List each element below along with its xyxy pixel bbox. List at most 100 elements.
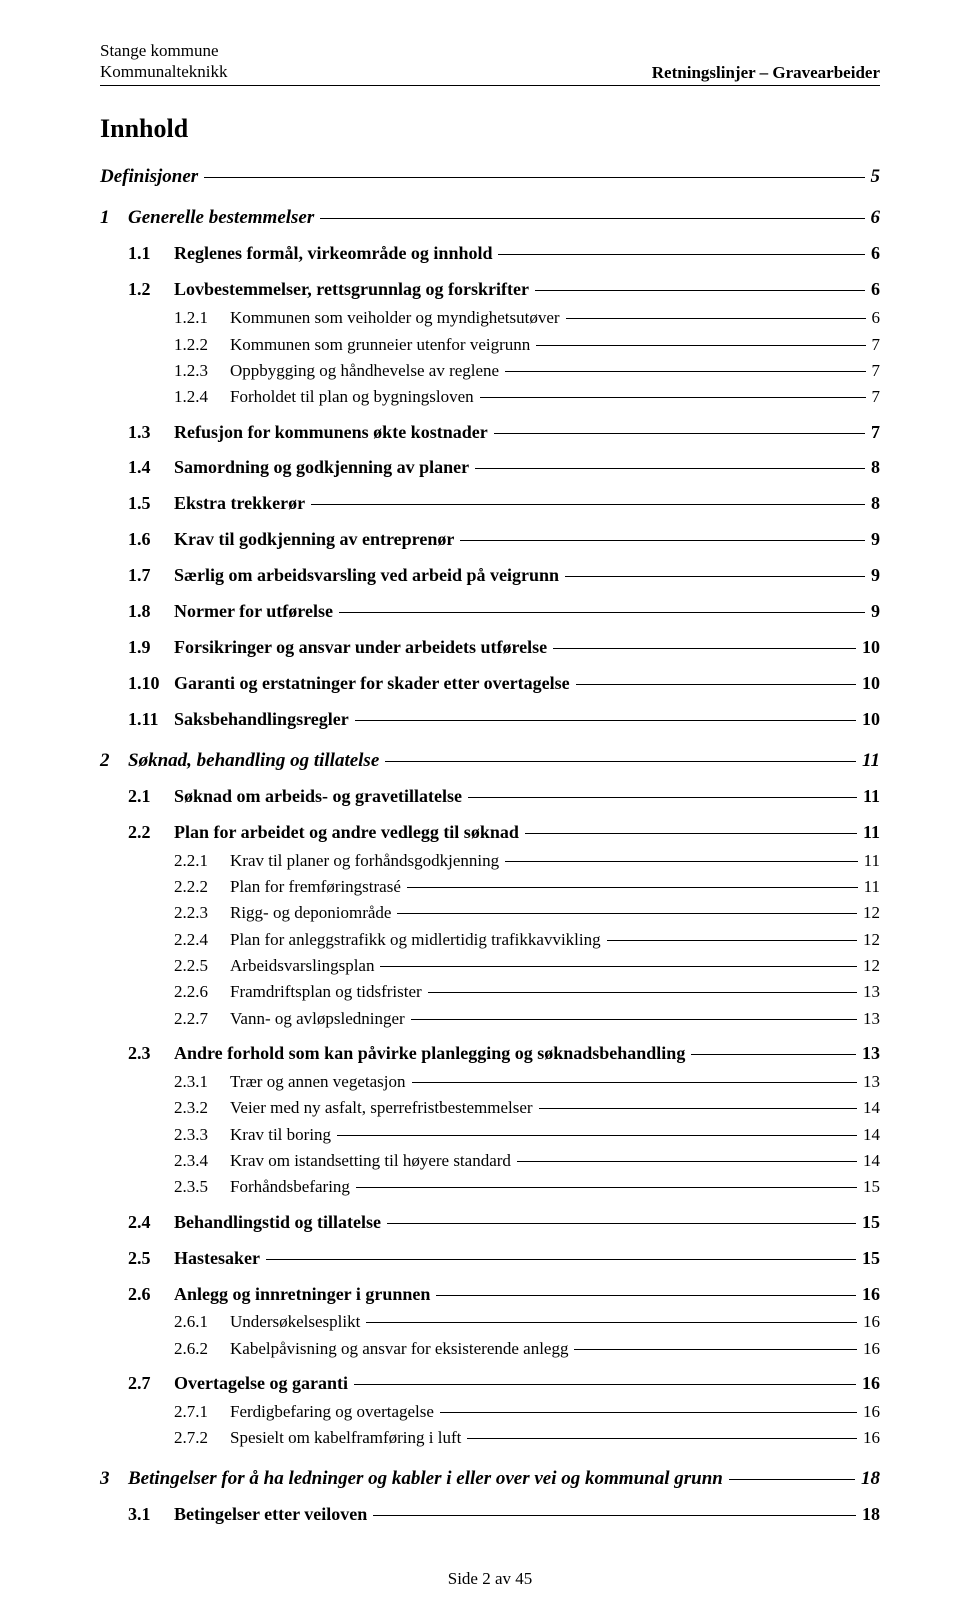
- toc-entry: 2.2Plan for arbeidet og andre vedlegg ti…: [100, 819, 880, 847]
- toc-leader-line: [337, 1135, 857, 1136]
- toc-entry-page: 14: [859, 1122, 880, 1148]
- toc-entry-text: Plan for arbeidet og andre vedlegg til s…: [174, 819, 523, 847]
- toc-entry-text: Veier med ny asfalt, sperrefristbestemme…: [230, 1095, 537, 1121]
- toc-entry-text: Anlegg og innretninger i grunnen: [174, 1281, 434, 1309]
- toc-entry: 1.2.4Forholdet til plan og bygningsloven…: [100, 384, 880, 410]
- toc-entry-number: 1.10: [128, 670, 174, 698]
- toc-leader-line: [387, 1223, 856, 1224]
- toc-entry-number: 2.4: [128, 1209, 174, 1237]
- toc-leader-line: [565, 576, 865, 577]
- toc-entry-page: 6: [867, 203, 881, 232]
- toc-entry-page: 18: [857, 1464, 880, 1493]
- toc-leader-line: [311, 504, 865, 505]
- toc-entry-text: Krav til planer og forhåndsgodkjenning: [230, 848, 503, 874]
- toc-entry: 1.8Normer for utførelse9: [100, 598, 880, 626]
- toc-entry-number: 2.3.3: [174, 1122, 230, 1148]
- toc-entry-page: 16: [858, 1281, 880, 1309]
- toc-entry-page: 6: [868, 305, 881, 331]
- toc-entry: 2.2.5Arbeidsvarslingsplan12: [100, 953, 880, 979]
- toc-leader-line: [576, 684, 856, 685]
- toc-entry: 1.2.1Kommunen som veiholder og myndighet…: [100, 305, 880, 331]
- toc-entry: 1.2.3Oppbygging og håndhevelse av reglen…: [100, 358, 880, 384]
- toc-entry-number: 2.6.2: [174, 1336, 230, 1362]
- toc-entry-text: Saksbehandlingsregler: [174, 706, 353, 734]
- toc-entry-number: 1.2.3: [174, 358, 230, 384]
- toc-entry-page: 9: [867, 598, 880, 626]
- toc-entry: 2.6.2Kabelpåvisning og ansvar for eksist…: [100, 1336, 880, 1362]
- toc-leader-line: [385, 761, 856, 762]
- toc-leader-line: [498, 254, 865, 255]
- toc-entry: 2.6.1Undersøkelsesplikt16: [100, 1309, 880, 1335]
- toc-entry-page: 14: [859, 1148, 880, 1174]
- toc-entry-number: 1.2: [128, 276, 174, 304]
- toc-entry: 1.3Refusjon for kommunens økte kostnader…: [100, 419, 880, 447]
- toc-entry-text: Rigg- og deponiområde: [230, 900, 395, 926]
- toc-entry-page: 13: [858, 1040, 880, 1068]
- toc-entry-text: Betingelser for å ha ledninger og kabler…: [128, 1464, 727, 1493]
- toc-entry-page: 18: [858, 1501, 880, 1529]
- toc-entry-text: Andre forhold som kan påvirke planleggin…: [174, 1040, 689, 1068]
- toc-entry-text: Framdriftsplan og tidsfrister: [230, 979, 426, 1005]
- toc-entry-page: 11: [859, 819, 880, 847]
- toc-entry-page: 12: [859, 927, 880, 953]
- toc-leader-line: [407, 887, 858, 888]
- toc-entry: 2.3Andre forhold som kan påvirke planleg…: [100, 1040, 880, 1068]
- toc-entry-number: 2.3.1: [174, 1069, 230, 1095]
- toc-entry: 2.4Behandlingstid og tillatelse15: [100, 1209, 880, 1237]
- toc-entry-number: 1.2.1: [174, 305, 230, 331]
- toc-entry: 2.6Anlegg og innretninger i grunnen16: [100, 1281, 880, 1309]
- toc-leader-line: [574, 1349, 857, 1350]
- toc-leader-line: [356, 1187, 857, 1188]
- toc-leader-line: [525, 833, 857, 834]
- toc-entry-text: Arbeidsvarslingsplan: [230, 953, 378, 979]
- toc-entry-number: 1.3: [128, 419, 174, 447]
- toc-entry-number: 2.2.7: [174, 1006, 230, 1032]
- toc-entry: 2.3.2Veier med ny asfalt, sperrefristbes…: [100, 1095, 880, 1121]
- toc-leader-line: [460, 540, 865, 541]
- toc-entry-number: 1.9: [128, 634, 174, 662]
- toc-entry-number: 2.2.1: [174, 848, 230, 874]
- toc-entry-text: Kabelpåvisning og ansvar for eksisterend…: [230, 1336, 572, 1362]
- toc-entry: 1.11Saksbehandlingsregler10: [100, 706, 880, 734]
- toc-entry-text: Refusjon for kommunens økte kostnader: [174, 419, 492, 447]
- toc-entry-number: 2.2.4: [174, 927, 230, 953]
- toc-entry-number: 2.7.2: [174, 1425, 230, 1451]
- toc-entry-text: Betingelser etter veiloven: [174, 1501, 371, 1529]
- toc-entry-number: 1: [100, 203, 128, 232]
- toc-entry-number: 2.6.1: [174, 1309, 230, 1335]
- toc-entry-text: Oppbygging og håndhevelse av reglene: [230, 358, 503, 384]
- toc-entry: 2.2.6Framdriftsplan og tidsfrister13: [100, 979, 880, 1005]
- toc-entry-number: 3.1: [128, 1501, 174, 1529]
- toc-entry-page: 15: [858, 1209, 880, 1237]
- toc-entry: 2.3.4Krav om istandsetting til høyere st…: [100, 1148, 880, 1174]
- toc-entry: 2.7Overtagelse og garanti16: [100, 1370, 880, 1398]
- toc-entry: 1.6Krav til godkjenning av entreprenør9: [100, 526, 880, 554]
- toc-entry-text: Lovbestemmelser, rettsgrunnlag og forskr…: [174, 276, 533, 304]
- toc-entry: 3Betingelser for å ha ledninger og kable…: [100, 1464, 880, 1493]
- toc-entry-text: Plan for fremføringstrasé: [230, 874, 405, 900]
- toc-leader-line: [467, 1438, 857, 1439]
- toc-entry-number: 1.6: [128, 526, 174, 554]
- toc-leader-line: [553, 648, 856, 649]
- header-dept: Kommunalteknikk: [100, 61, 227, 82]
- toc-leader-line: [339, 612, 865, 613]
- toc-entry-text: Reglenes formål, virkeområde og innhold: [174, 240, 496, 268]
- toc-entry-number: 1.2.4: [174, 384, 230, 410]
- toc-entry-number: 1.5: [128, 490, 174, 518]
- toc-entry-page: 15: [859, 1174, 880, 1200]
- page-title: Innhold: [100, 114, 880, 144]
- toc-entry-text: Krav til boring: [230, 1122, 335, 1148]
- toc-leader-line: [539, 1108, 857, 1109]
- toc-leader-line: [373, 1515, 856, 1516]
- toc-entry-text: Kommunen som grunneier utenfor veigrunn: [230, 332, 534, 358]
- toc-leader-line: [691, 1054, 856, 1055]
- toc-entry-page: 16: [859, 1399, 880, 1425]
- header-org: Stange kommune: [100, 40, 227, 61]
- toc-entry-page: 11: [858, 746, 880, 775]
- toc-entry-page: 15: [858, 1245, 880, 1273]
- toc-entry-number: 2.2.2: [174, 874, 230, 900]
- toc-entry-page: 11: [860, 874, 880, 900]
- toc-entry-text: Særlig om arbeidsvarsling ved arbeid på …: [174, 562, 563, 590]
- toc-entry: 1.10Garanti og erstatninger for skader e…: [100, 670, 880, 698]
- toc-entry-text: Søknad om arbeids- og gravetillatelse: [174, 783, 466, 811]
